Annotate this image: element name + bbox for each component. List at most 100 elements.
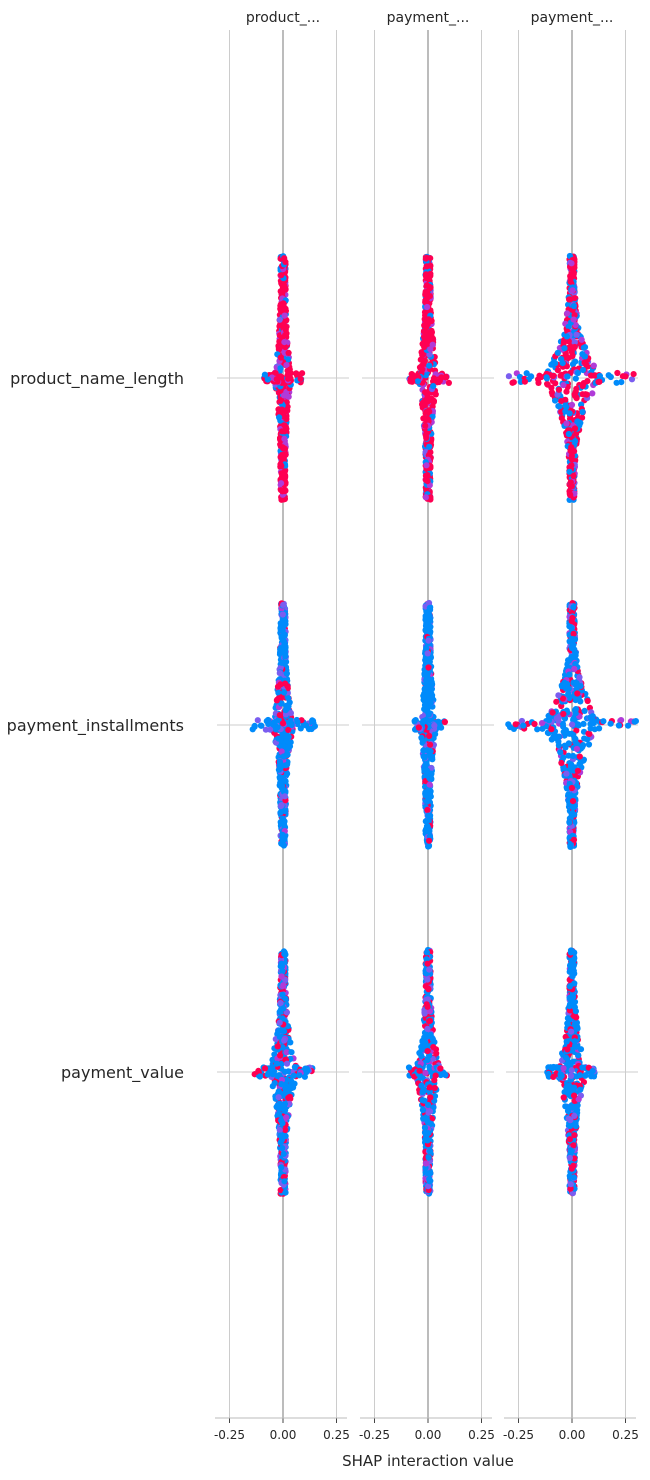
shap-point xyxy=(562,744,569,751)
shap-point xyxy=(534,726,541,733)
shap-point xyxy=(285,349,292,356)
shap-point xyxy=(614,369,621,377)
shap-point xyxy=(569,810,576,817)
dots-layer xyxy=(249,252,640,1197)
shap-point xyxy=(278,973,285,980)
shap-point xyxy=(273,697,280,704)
shap-point xyxy=(428,694,435,701)
shap-point xyxy=(290,1072,297,1079)
shap-point xyxy=(548,361,555,368)
shap-point xyxy=(264,1071,271,1078)
shap-point xyxy=(426,1175,433,1182)
shap-point xyxy=(277,365,284,372)
shap-point xyxy=(566,490,573,497)
shap-point xyxy=(254,717,261,724)
shap-point xyxy=(554,349,562,356)
shap-point xyxy=(430,383,437,390)
shap-point xyxy=(426,443,433,450)
shap-point xyxy=(558,759,565,767)
shap-point xyxy=(571,425,579,432)
shap-point xyxy=(568,456,576,463)
shap-point xyxy=(281,1037,288,1044)
shap-point xyxy=(573,331,580,338)
shap-point xyxy=(568,784,576,792)
shap-point xyxy=(563,388,570,395)
shap-point xyxy=(572,707,579,714)
shap-point xyxy=(565,338,572,345)
shap-point xyxy=(277,664,284,671)
shap-point xyxy=(424,392,431,399)
shap-point xyxy=(587,372,595,379)
shap-point xyxy=(509,379,516,386)
shap-point xyxy=(581,353,589,360)
shap-point xyxy=(419,1088,426,1095)
shap-point xyxy=(424,334,431,341)
shap-point xyxy=(563,1038,570,1045)
shap-point xyxy=(278,496,285,503)
shap-point xyxy=(618,379,625,386)
shap-point xyxy=(430,375,438,382)
shap-point xyxy=(421,706,428,713)
shap-point xyxy=(278,1081,285,1088)
shap-point xyxy=(569,721,576,728)
shap-point xyxy=(282,326,289,333)
shap-point xyxy=(580,742,587,749)
shap-point xyxy=(281,312,288,319)
shap-point xyxy=(554,391,561,398)
shap-point xyxy=(535,376,542,383)
shap-point xyxy=(576,753,583,760)
shap-point xyxy=(282,653,289,660)
shap-point xyxy=(545,717,553,724)
shap-point xyxy=(574,690,581,697)
shap-point xyxy=(425,614,432,621)
shap-point xyxy=(426,966,433,973)
shap-point xyxy=(422,422,429,429)
shap-point xyxy=(570,804,577,811)
shap-point xyxy=(425,664,432,671)
shap-point xyxy=(568,624,575,632)
shap-point xyxy=(277,354,284,361)
shap-point xyxy=(422,317,429,324)
shap-point xyxy=(607,720,614,727)
shap-point xyxy=(285,1094,292,1101)
shap-point xyxy=(283,362,290,369)
shap-point xyxy=(569,352,576,359)
shap-point xyxy=(430,398,437,405)
shap-point xyxy=(303,1068,310,1075)
shap-point xyxy=(424,1056,431,1064)
shap-point xyxy=(553,698,560,705)
shap-point xyxy=(560,710,567,718)
shap-point xyxy=(425,416,432,423)
shap-point xyxy=(281,1068,289,1075)
shap-point xyxy=(424,303,431,311)
shap-point xyxy=(287,1039,294,1046)
shap-point xyxy=(560,1094,567,1101)
shap-point xyxy=(287,710,294,717)
shap-point xyxy=(563,1054,570,1061)
shap-point xyxy=(549,709,556,716)
shap-point xyxy=(582,391,589,398)
shap-point xyxy=(576,674,583,681)
shap-point xyxy=(567,296,574,303)
shap-point xyxy=(423,949,430,956)
shap-point xyxy=(279,1145,286,1152)
shap-point xyxy=(277,1052,284,1059)
shap-point xyxy=(566,819,573,826)
shap-point xyxy=(563,363,571,370)
shap-point xyxy=(571,339,578,346)
shap-point xyxy=(274,1043,281,1050)
shap-point xyxy=(563,420,570,427)
shap-point xyxy=(431,722,438,729)
shap-point xyxy=(279,720,287,727)
shap-point xyxy=(424,1003,431,1010)
shap-point xyxy=(278,406,285,413)
shap-point xyxy=(282,344,289,351)
shap-point xyxy=(558,415,565,422)
shap-point xyxy=(563,353,570,360)
shap-point xyxy=(566,410,573,417)
shap-point xyxy=(424,827,432,835)
shap-point xyxy=(437,1065,444,1072)
shap-point xyxy=(577,1086,584,1093)
shap-point xyxy=(277,763,284,771)
shap-point xyxy=(422,1069,429,1077)
